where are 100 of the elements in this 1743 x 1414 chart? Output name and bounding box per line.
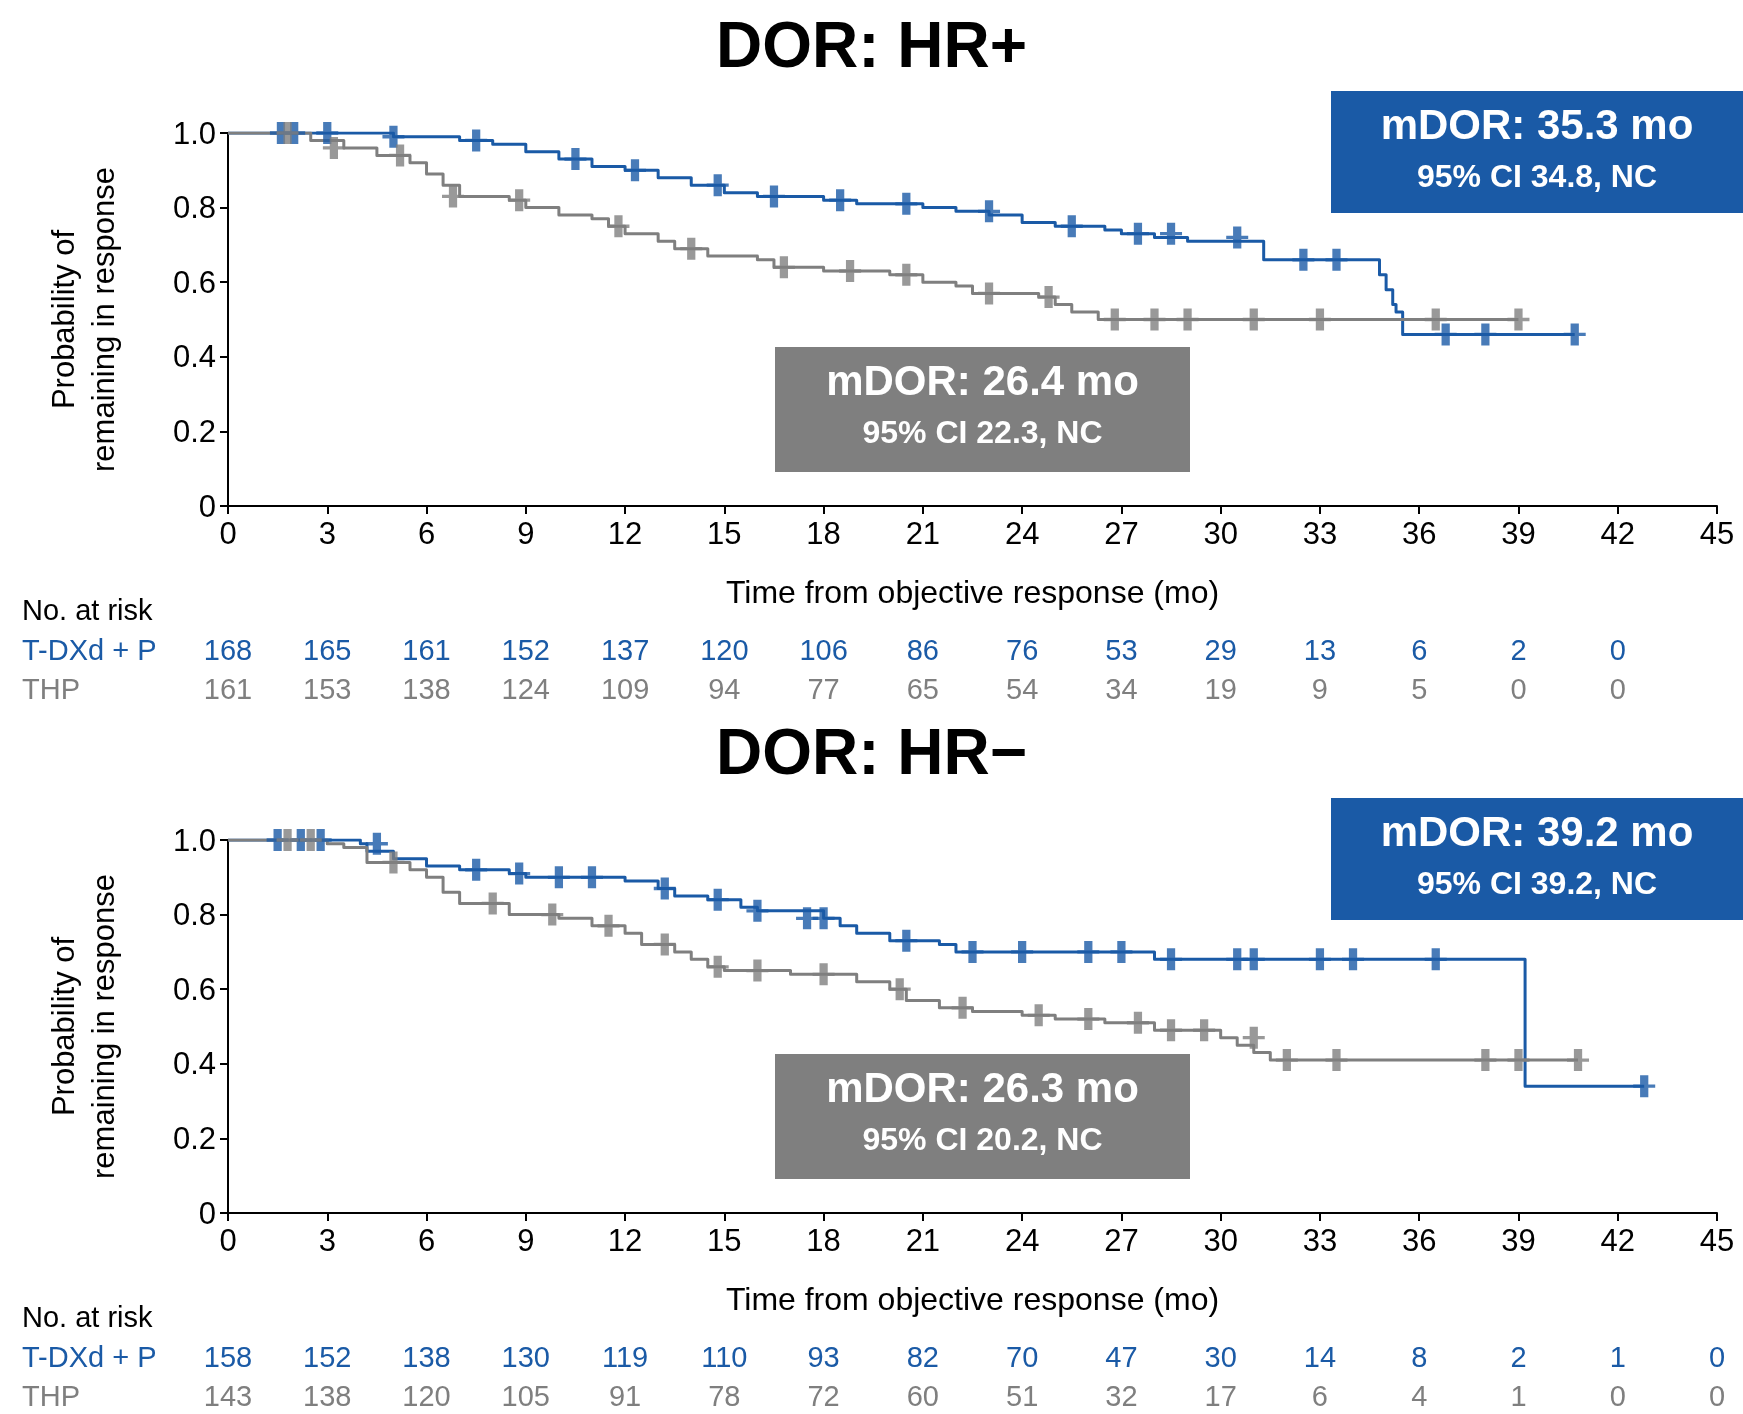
x-tick-label: 30 [1203,516,1238,551]
text: 1 [1609,1341,1626,1373]
text: 2 [1510,1341,1527,1373]
x-tick-label: 45 [1699,516,1735,551]
text: 14 [1303,1341,1337,1373]
y-tick-label: 0.4 [172,1046,216,1082]
text: T-DXd + P [22,1341,157,1373]
text: THP [22,673,80,705]
text: 0 [1510,673,1527,705]
point [1077,940,1100,963]
text: 65 [906,673,939,705]
text: 120 [402,1380,451,1412]
x-tick-label: 12 [607,1223,643,1258]
point [772,256,795,279]
point [1507,308,1530,331]
annotation: mDOR: 26.3 mo [826,1063,1139,1111]
text: 72 [807,1380,840,1412]
text: 152 [303,1341,352,1373]
text: 6 [1411,634,1428,666]
text: 82 [906,1341,939,1373]
text: 29 [1204,634,1237,666]
point [316,122,339,144]
x-tick-label: 24 [1004,516,1040,551]
x-tick-label: 27 [1104,1223,1139,1258]
y-tick-label: 0.8 [172,897,216,933]
point [1037,286,1060,309]
text: 5 [1411,673,1428,705]
point [1160,1019,1183,1042]
chart-title: DOR: HR+ [715,9,1028,81]
x-tick-label: 36 [1401,1223,1437,1258]
text: 51 [1006,1380,1039,1412]
point [1027,1004,1050,1027]
x-tick-label: 30 [1203,1223,1238,1258]
point [961,940,984,963]
text: 53 [1105,634,1138,666]
annotation: 95% CI 39.2, NC [1416,865,1658,901]
y-tick-label: 0.8 [172,190,216,226]
text: 138 [402,1341,451,1373]
point [1126,222,1149,245]
y-tick-label: 1.0 [172,115,216,151]
x-tick-label: 21 [905,1223,941,1258]
x-tick-label: 42 [1600,1223,1635,1258]
text: 32 [1105,1380,1138,1412]
point [623,159,646,182]
point [276,122,299,144]
point [1193,1019,1216,1042]
point [895,263,918,286]
y-tick-label: 0 [198,1195,216,1231]
text: 119 [601,1341,649,1373]
x-tick-label: 18 [806,516,841,551]
y-tick-label: 0.6 [172,971,216,1007]
annotation: mDOR: 26.4 mo [826,356,1139,404]
point [812,907,835,930]
text: 8 [1411,1341,1428,1373]
text: 34 [1105,673,1138,705]
x-tick-label: 18 [806,1223,841,1258]
x-tick-label: 6 [417,516,436,551]
point [1060,215,1083,238]
point [1242,1026,1265,1049]
text: 19 [1204,673,1237,705]
point [1325,1049,1348,1072]
point [829,189,852,212]
point [564,148,587,171]
x-tick-label: 21 [905,516,941,551]
point [547,866,570,889]
point [1563,323,1586,346]
x-tick-label: 33 [1302,1223,1338,1258]
point [1342,948,1365,971]
point [978,200,1001,223]
annotation: mDOR: 39.2 mo [1380,807,1694,855]
point [762,185,785,208]
x-tick-label: 3 [318,1223,336,1258]
point [746,899,769,922]
point [1474,323,1497,346]
text: 30 [1204,1341,1237,1373]
y-tick-label: 1.0 [172,822,216,858]
x-tick-label: 39 [1501,1223,1536,1258]
point [951,996,974,1019]
text: 152 [501,634,550,666]
text: No. at risk [22,1301,154,1333]
x-tick-label: 9 [517,516,535,551]
point [706,174,729,197]
point [1176,308,1199,331]
text: 138 [402,673,451,705]
point [839,260,862,283]
text: 4 [1411,1380,1428,1412]
text: 105 [501,1380,550,1412]
text: 54 [1006,673,1039,705]
point [365,832,388,855]
y-tick-label: 0 [198,488,216,524]
point [1308,948,1331,971]
text: 76 [1006,634,1039,666]
text: 2 [1510,634,1527,666]
y-tick-label: 0.6 [172,264,216,300]
text: 93 [807,1341,840,1373]
text: 120 [700,634,749,666]
annotation: 95% CI 20.2, NC [862,1121,1103,1157]
annotation: 95% CI 22.3, NC [862,414,1103,450]
point [1143,308,1166,331]
text: 0 [1708,1341,1726,1373]
